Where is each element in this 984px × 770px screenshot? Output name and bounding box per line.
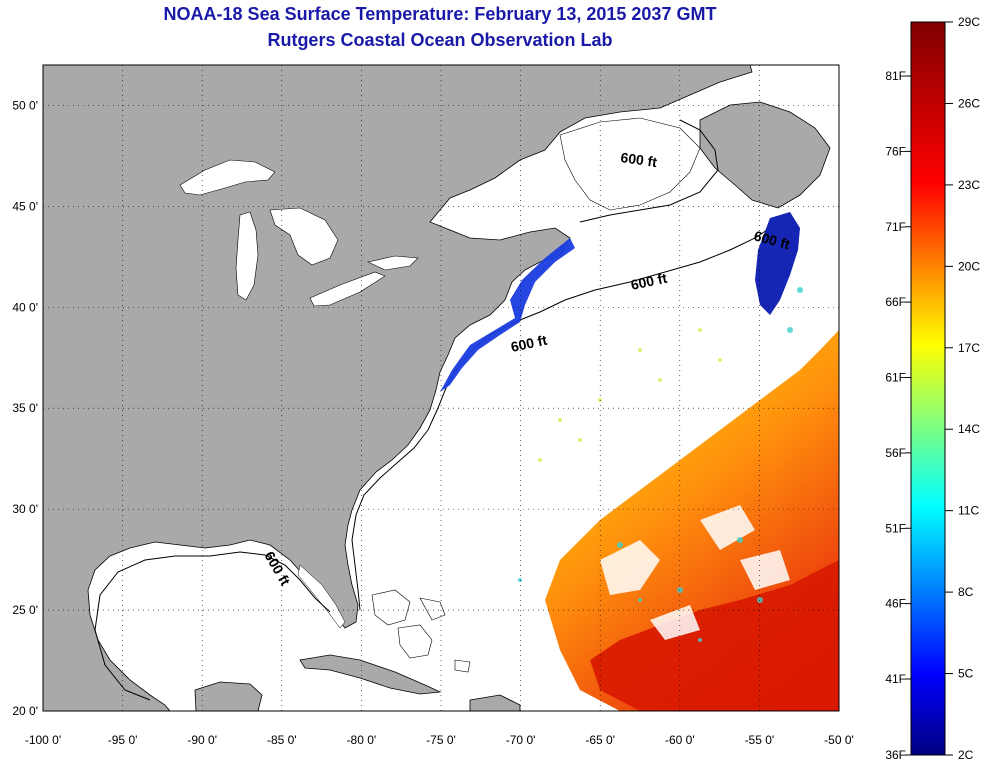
- latitude-tick-label: 45 0': [12, 199, 38, 213]
- longitude-tick-label: -55 0': [745, 733, 775, 747]
- longitude-tick-label: -85 0': [267, 733, 297, 747]
- colorbar-labels: 29C 26C 23C 20C 17C 14C 11C 8C 5C 2C 81F 76F 71F 66F 6…: [885, 15, 980, 762]
- colorbar-celsius-label: 14C: [958, 422, 980, 436]
- colorbar-fahrenheit-label: 66F: [885, 295, 906, 309]
- colorbar-fahrenheit-label: 36F: [885, 748, 906, 762]
- longitude-tick-label: -60 0': [665, 733, 695, 747]
- longitude-labels: -100 0' -95 0' -90 0' -85 0' -80 0' -75 0' -70…: [25, 733, 854, 747]
- colorbar: [910, 21, 946, 756]
- land-mass: [42, 64, 753, 712]
- colorbar-celsius-label: 26C: [958, 96, 980, 110]
- latitude-tick-label: 30 0': [12, 502, 38, 516]
- colorbar-celsius-label: 8C: [958, 585, 974, 599]
- latitude-tick-label: 20 0': [12, 704, 38, 718]
- colorbar-celsius-label: 23C: [958, 178, 980, 192]
- sst-cloud-gaps: [600, 505, 790, 640]
- latitude-tick-label: 50 0': [12, 98, 38, 112]
- colorbar-fahrenheit-label: 56F: [885, 446, 906, 460]
- colorbar-fahrenheit-label: 41F: [885, 672, 906, 686]
- latitude-labels: 20 0' 25 0' 30 0' 35 0' 40 0' 45 0' 50 0': [12, 98, 38, 718]
- lake-ontario: [367, 255, 419, 271]
- cuba: [299, 654, 442, 695]
- map-title: NOAA-18 Sea Surface Temperature: Februar…: [163, 4, 717, 24]
- colorbar-celsius-label: 2C: [958, 748, 974, 762]
- gulf-of-st-lawrence: [559, 117, 701, 211]
- sst-yellow-speckle: [538, 328, 722, 462]
- colorbar-fahrenheit-label: 46F: [885, 597, 906, 611]
- sst-cold-shelf: [440, 238, 575, 392]
- colorbar-fahrenheit-label: 61F: [885, 371, 906, 385]
- map-subtitle: Rutgers Coastal Ocean Observation Lab: [267, 30, 613, 50]
- lake-huron: [269, 207, 339, 266]
- colorbar-celsius-label: 5C: [958, 667, 974, 681]
- contour-label: 600 ft: [629, 270, 668, 293]
- longitude-tick-label: -50 0': [824, 733, 854, 747]
- longitude-tick-label: -80 0': [347, 733, 377, 747]
- sst-hot-region: [590, 560, 839, 711]
- longitude-tick-label: -100 0': [25, 733, 61, 747]
- longitude-tick-label: -65 0': [585, 733, 615, 747]
- colorbar-fahrenheit-label: 71F: [885, 220, 906, 234]
- colorbar-fahrenheit-label: 76F: [885, 144, 906, 158]
- bahamas-banks: [371, 589, 471, 673]
- latitude-tick-label: 40 0': [12, 300, 38, 314]
- lake-superior: [179, 159, 276, 196]
- colorbar-fahrenheit-label: 51F: [885, 521, 906, 535]
- latitude-tick-label: 25 0': [12, 603, 38, 617]
- newfoundland: [699, 101, 831, 209]
- colorbar-celsius-label: 17C: [958, 341, 980, 355]
- longitude-tick-label: -70 0': [506, 733, 536, 747]
- colorbar-celsius-label: 20C: [958, 259, 980, 273]
- latitude-tick-label: 35 0': [12, 401, 38, 415]
- longitude-tick-label: -90 0': [187, 733, 217, 747]
- contour-label: 600 ft: [509, 332, 548, 355]
- colorbar-fahrenheit-label: 81F: [885, 69, 906, 83]
- colorbar-celsius-label: 11C: [958, 504, 979, 518]
- map-frame: [42, 64, 840, 712]
- hispaniola: [469, 694, 521, 712]
- colorbar-celsius-label: 29C: [958, 15, 980, 29]
- lake-erie: [309, 271, 386, 307]
- sst-cold-grand-banks: [755, 212, 800, 315]
- lake-michigan: [235, 211, 259, 301]
- sst-speckle: [518, 287, 803, 642]
- longitude-tick-label: -95 0': [108, 733, 138, 747]
- longitude-tick-label: -75 0': [426, 733, 456, 747]
- contour-label: 600 ft: [620, 149, 659, 170]
- florida-shelf: [297, 564, 346, 629]
